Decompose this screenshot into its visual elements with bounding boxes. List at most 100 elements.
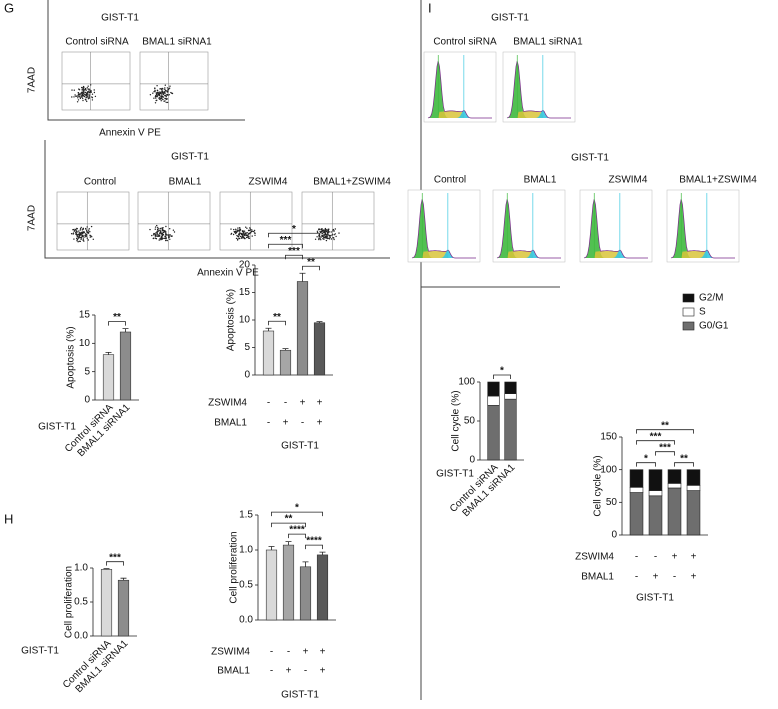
- y-axis-label: 7AAD: [27, 67, 38, 93]
- event-dot: [88, 228, 91, 230]
- event-dot: [172, 229, 175, 231]
- event-dot: [323, 236, 325, 239]
- plot-frame: [61, 51, 131, 111]
- y-tick-label: 20: [239, 260, 251, 271]
- y-tick-label: 0.0: [239, 615, 253, 626]
- y-tick-label: 0.5: [74, 597, 88, 608]
- panel-letter: G: [4, 0, 14, 15]
- y-axis-label: Apoptosis (%): [226, 289, 237, 351]
- y-axis-label: 7AAD: [27, 205, 38, 231]
- event-dot: [154, 102, 157, 104]
- event-dot: [338, 232, 340, 234]
- event-dot: [163, 237, 166, 239]
- x-axis-label: GIST-T1: [281, 441, 319, 452]
- event-dot: [166, 93, 169, 96]
- legend-label: S: [699, 307, 706, 318]
- g1-peak: [428, 61, 454, 118]
- event-dot: [325, 236, 328, 238]
- plot-frame: [139, 51, 209, 111]
- event-dot: [79, 96, 81, 99]
- event-dot: [90, 84, 92, 86]
- event-dot: [157, 230, 159, 233]
- legend-swatch: [682, 321, 695, 331]
- event-dot: [156, 232, 158, 234]
- fit-outline: [496, 199, 561, 259]
- s-phase: [422, 250, 450, 258]
- event-dot: [325, 230, 328, 233]
- event-dot: [156, 85, 158, 87]
- bar-segment: [686, 469, 701, 486]
- event-dot: [82, 228, 84, 231]
- group-title: GIST-T1: [491, 13, 529, 24]
- event-dot: [237, 227, 239, 229]
- event-dot: [158, 233, 161, 235]
- event-dot: [87, 91, 89, 93]
- event-dot: [156, 99, 158, 102]
- condition-label: BMAL1+ZSWIM4: [313, 177, 391, 188]
- significance-bracket: [106, 561, 124, 566]
- event-dot: [242, 235, 244, 237]
- event-dot: [71, 96, 73, 98]
- event-dot: [318, 228, 320, 230]
- event-dot: [83, 236, 85, 238]
- row-label: ZSWIM4: [211, 647, 250, 658]
- event-dot: [156, 96, 158, 98]
- event-dot: [164, 87, 166, 89]
- event-dot: [81, 91, 83, 94]
- event-dot: [163, 231, 166, 233]
- error-bar: [122, 328, 129, 332]
- flow-plot: [301, 191, 375, 251]
- event-dot: [324, 236, 327, 238]
- event-dot: [78, 232, 81, 234]
- significance-label: *: [500, 366, 504, 377]
- y-tick-label: 10: [239, 315, 251, 326]
- row-sign: +: [317, 418, 323, 429]
- event-dot: [329, 236, 331, 239]
- event-dot: [171, 92, 174, 95]
- event-dot: [76, 238, 78, 240]
- event-dot: [165, 237, 167, 239]
- legend-label: G2/M: [699, 293, 723, 304]
- event-dot: [252, 230, 254, 232]
- significance-bracket: [636, 440, 675, 445]
- event-dot: [158, 96, 160, 99]
- significance-label: ***: [659, 442, 671, 453]
- event-dot: [84, 234, 86, 237]
- significance-label: **: [273, 312, 281, 323]
- event-dot: [239, 235, 242, 238]
- histogram-plot: [666, 189, 740, 263]
- event-dot: [79, 240, 82, 243]
- event-dot: [157, 91, 159, 94]
- histogram-plot: [407, 189, 481, 263]
- g2-peak: [523, 249, 544, 258]
- event-dot: [243, 230, 246, 232]
- event-dot: [168, 94, 170, 96]
- error-bar: [316, 321, 323, 323]
- error-bar: [120, 577, 127, 581]
- event-dot: [91, 93, 94, 95]
- significance-label: **: [113, 312, 121, 323]
- event-dot: [164, 235, 167, 238]
- event-dot: [155, 232, 157, 234]
- event-dot: [235, 232, 237, 235]
- event-dot: [158, 94, 160, 96]
- bar-segment: [648, 495, 663, 536]
- event-dot: [154, 228, 156, 230]
- event-dot: [168, 234, 170, 237]
- event-dot: [93, 89, 95, 91]
- y-tick-label: 0: [84, 395, 90, 406]
- event-dot: [159, 228, 161, 230]
- event-dot: [153, 97, 155, 99]
- event-dot: [85, 227, 87, 230]
- event-dot: [77, 241, 79, 243]
- bar-segment: [667, 487, 682, 536]
- y-tick-label: 10: [79, 338, 91, 349]
- event-dot: [80, 226, 82, 229]
- event-dot: [320, 228, 323, 230]
- condition-label: BMAL1 siRNA1: [142, 37, 212, 48]
- error-bar: [282, 348, 289, 351]
- event-dot: [166, 101, 169, 104]
- event-dot: [90, 225, 93, 228]
- event-dot: [90, 90, 92, 92]
- event-dot: [328, 228, 330, 230]
